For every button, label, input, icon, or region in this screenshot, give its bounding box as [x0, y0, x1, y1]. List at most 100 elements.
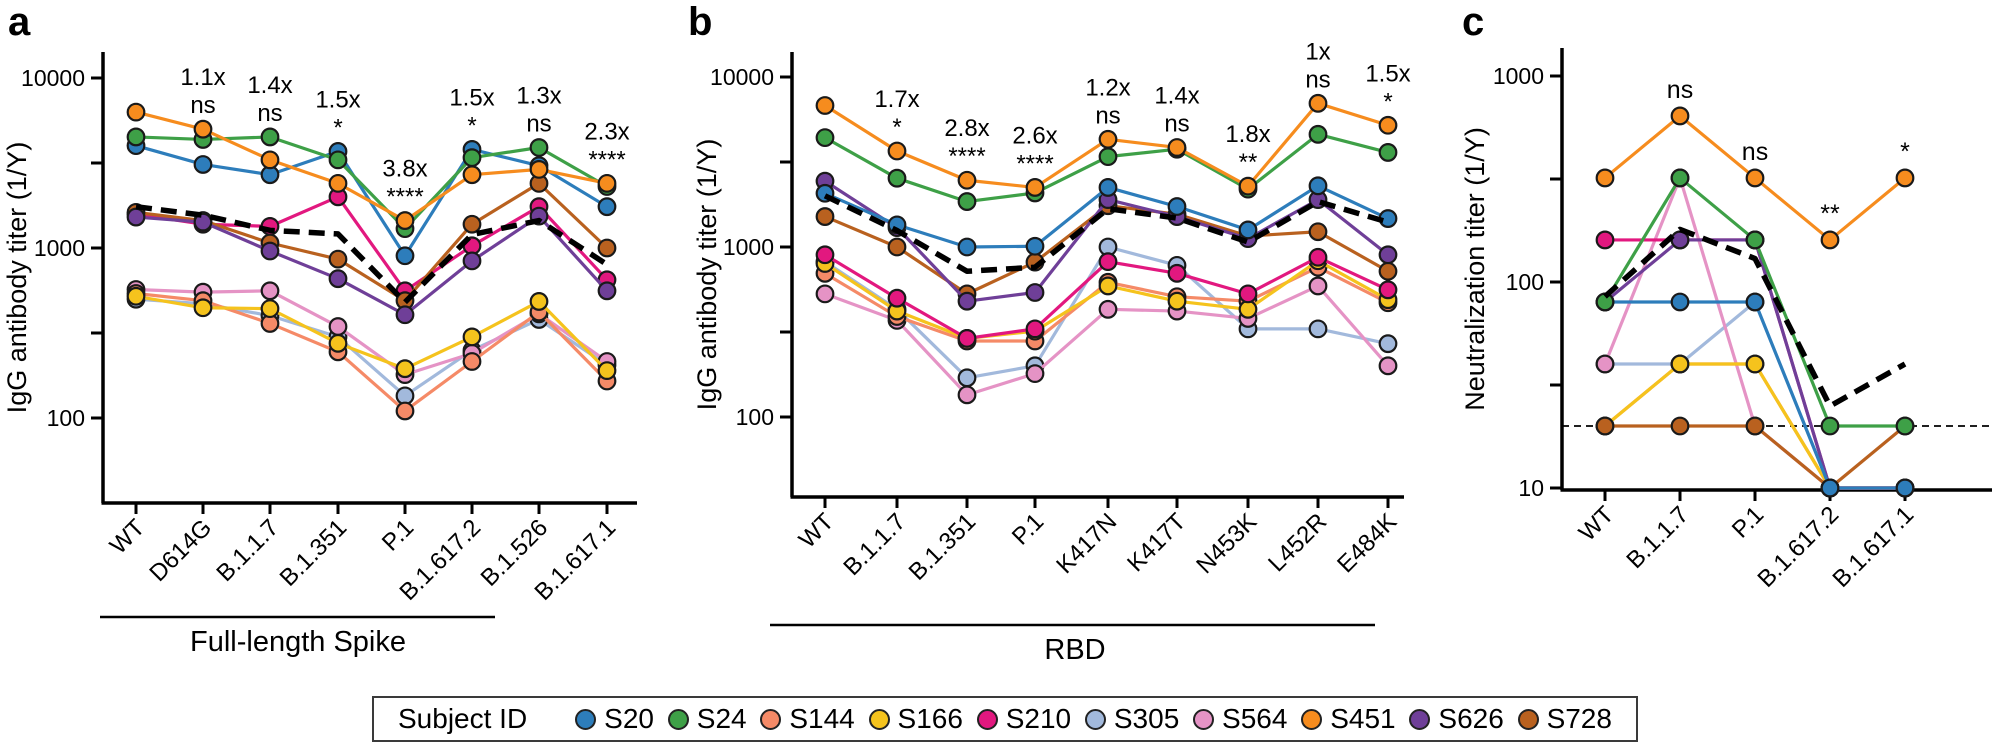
data-point-S305 — [1378, 334, 1398, 354]
series-line-S166 — [824, 259, 1389, 340]
x-category-label: K417T — [1122, 508, 1191, 577]
data-point-S451 — [529, 159, 549, 179]
y-tick-label: 1000 — [34, 235, 85, 261]
panel-a-letter: a — [8, 0, 31, 44]
data-point-S166 — [1670, 354, 1690, 374]
x-category-label: B.1.1.7 — [838, 508, 911, 581]
legend-dot-icon — [575, 708, 597, 730]
legend-entry-S305: S305 — [1084, 703, 1179, 735]
data-point-S20 — [193, 155, 213, 174]
data-point-S564 — [260, 281, 280, 301]
fold-change-label: 1.5x — [449, 84, 494, 111]
y-tick-label: 100 — [1506, 269, 1544, 295]
x-category-label: B.1.351 — [275, 514, 353, 592]
data-point-S451 — [1167, 138, 1187, 157]
y-axis-ticks: 10000 1000 100 — [21, 65, 103, 431]
y-axis-label: IgG antibody titer (1/Y) — [692, 139, 722, 411]
data-point-S728 — [328, 249, 348, 269]
series-S451 — [815, 93, 1398, 197]
legend-title: Subject ID — [398, 703, 528, 734]
geometric-mean-line — [135, 203, 609, 305]
series-line-S305 — [1605, 300, 1905, 490]
series-line-S451 — [135, 110, 608, 223]
legend-entries: S20 S24 S144 S166 S210 S305 S564 S451 S626 S728 — [575, 703, 1612, 735]
legend-dot-icon — [760, 708, 782, 730]
data-point-S451 — [1670, 106, 1690, 126]
data-point-S728 — [1308, 222, 1328, 242]
data-point-S20 — [957, 237, 977, 257]
legend-dot-icon — [1301, 708, 1323, 730]
legend-entry-S564: S564 — [1193, 703, 1287, 735]
data-point-S20 — [1745, 292, 1765, 312]
data-point-S166 — [260, 299, 280, 319]
legend-entry-label: S166 — [897, 703, 963, 734]
data-point-S166 — [462, 327, 482, 347]
data-point-S166 — [1238, 299, 1258, 319]
series-line-S728 — [135, 181, 609, 303]
fold-change-label: 2.8x — [944, 115, 989, 142]
data-point-S564 — [957, 385, 977, 405]
significance-label: **** — [948, 143, 985, 170]
data-point-S626 — [462, 251, 482, 271]
significance-label: * — [1900, 138, 1910, 166]
data-point-S210 — [1025, 319, 1045, 339]
data-point-S20 — [1895, 478, 1915, 498]
data-point-S20 — [1820, 478, 1840, 498]
series-S564 — [1595, 168, 1915, 498]
x-category-label: WT — [105, 514, 151, 560]
data-point-S166 — [1098, 276, 1118, 296]
data-point-S728 — [815, 207, 835, 226]
significance-label: * — [1383, 88, 1392, 115]
data-point-S728 — [462, 214, 482, 234]
data-point-S20 — [1167, 197, 1187, 216]
series-line-S20 — [1605, 300, 1905, 490]
data-point-S451 — [597, 173, 617, 193]
legend-entry-label: S564 — [1222, 703, 1288, 734]
legend-dot-icon — [1517, 708, 1539, 730]
panel-c-chart: 1000 100 10 WT B.1.1.7 P.1B.1.617.2B.1.617.1 N… — [1460, 48, 1992, 593]
fold-change-label: 1.3x — [516, 83, 561, 110]
data-point-S451 — [328, 173, 348, 193]
data-point-S564 — [1378, 356, 1398, 376]
data-point-S166 — [1167, 291, 1187, 311]
legend-entry-S728: S728 — [1517, 703, 1612, 735]
data-point-S626 — [328, 269, 348, 289]
series-S626 — [126, 206, 617, 325]
y-tick-label: 100 — [47, 405, 85, 431]
legend-entry-S24: S24 — [667, 703, 747, 735]
data-point-S210 — [815, 245, 835, 265]
series-S20 — [1595, 292, 1915, 498]
data-point-S210 — [1238, 284, 1258, 304]
panel-b-letter: b — [688, 0, 713, 44]
x-category-label: P.1 — [1007, 508, 1049, 550]
x-category-label: K417N — [1051, 508, 1122, 579]
data-point-S24 — [1820, 416, 1840, 436]
fold-change-label: 1.5x — [315, 86, 360, 113]
data-point-S20 — [1308, 176, 1328, 196]
panel-b-chart: 10000 1000 100 WT B.1.1.7B.1.351 P.1 K417N K417… — [692, 38, 1411, 666]
x-category-label: P.1 — [377, 514, 419, 556]
y-axis-label: IgG antibody titer (1/Y) — [2, 142, 32, 414]
data-point-S166 — [193, 298, 213, 318]
series-line-S144 — [135, 291, 609, 413]
legend-entry-S20: S20 — [575, 703, 654, 735]
data-point-S451 — [1308, 93, 1328, 113]
series-S451 — [126, 102, 617, 230]
data-point-S564 — [1098, 299, 1118, 319]
data-point-S24 — [328, 150, 348, 170]
legend-entry-label: S144 — [789, 703, 855, 734]
significance-label: ns — [1742, 138, 1768, 166]
data-point-S451 — [1098, 129, 1118, 149]
data-point-S305 — [1308, 319, 1328, 339]
data-point-S166 — [1745, 354, 1765, 374]
data-point-S451 — [126, 102, 146, 122]
data-point-S451 — [1895, 168, 1915, 188]
series-line-S24 — [135, 135, 608, 231]
data-point-S24 — [462, 148, 482, 168]
significance-label: ns — [190, 92, 215, 119]
data-point-S144 — [395, 401, 415, 421]
data-point-S24 — [1670, 168, 1690, 188]
geometric-mean-line — [823, 193, 1389, 275]
legend-entry-label: S728 — [1546, 703, 1612, 734]
